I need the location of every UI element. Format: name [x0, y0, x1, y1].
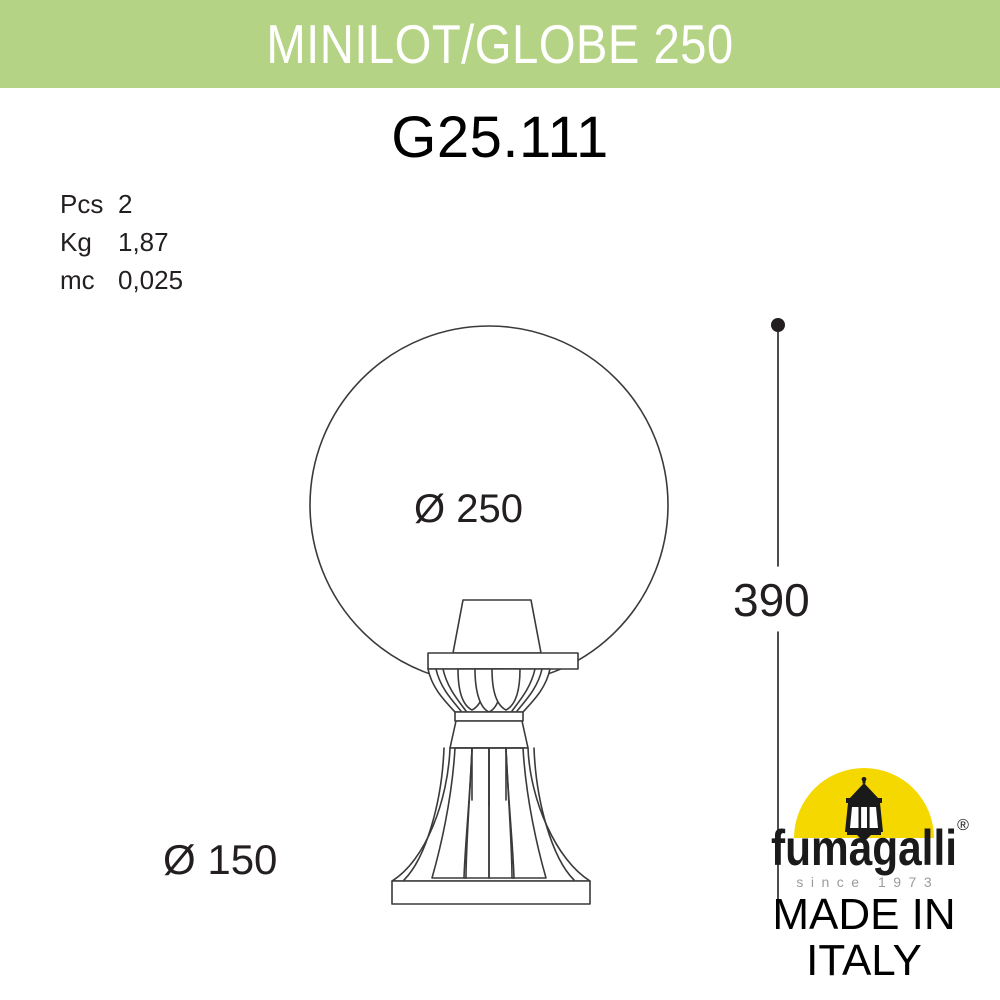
spec-list: Pcs 2 Kg 1,87 mc 0,025: [60, 185, 183, 299]
skirt-petal-outer-left: [431, 747, 473, 879]
capital-contour-left-2: [442, 668, 467, 712]
collar-disc: [427, 652, 579, 670]
capital-petal-left: [457, 668, 487, 711]
capital-contour-left-1: [435, 668, 462, 712]
page-title: MINILOT/GLOBE 250: [266, 13, 734, 75]
skirt-petal-inner-right: [488, 747, 515, 879]
dimension-label-globe-diameter: Ø 250: [414, 487, 523, 531]
header-banner: MINILOT/GLOBE 250: [0, 0, 1000, 88]
logo-wordmark: fumagalli: [771, 820, 957, 876]
spec-row-pcs: Pcs 2: [60, 185, 183, 223]
spec-label-pcs: Pcs: [60, 189, 104, 219]
dimension-line-dot: [771, 318, 785, 332]
skirt-petal-inner-left: [463, 747, 490, 879]
capital-contour-right-1: [516, 668, 543, 712]
spec-value-kg: 1,87: [118, 227, 169, 257]
capital-contour-right-2: [511, 668, 536, 712]
spec-label-kg: Kg: [60, 227, 92, 257]
spec-row-mc: mc 0,025: [60, 261, 183, 299]
lantern-icon: [845, 777, 883, 840]
skirt-contour-left: [403, 747, 445, 881]
dimension-label-total-height: 390: [733, 574, 810, 626]
logo-made-in-italy: MADE IN ITALY: [748, 892, 980, 984]
capital-silhouette: [427, 668, 551, 713]
registered-trademark-icon: ®: [957, 817, 969, 834]
product-code: G25.111: [391, 105, 609, 170]
skirt-silhouette: [391, 747, 591, 882]
fumagalli-logo: fumagalli ® since 1973 MADE IN ITALY: [748, 762, 980, 990]
capital-petal-right: [491, 668, 521, 711]
lamp-neck: [452, 599, 542, 654]
base-plate: [391, 880, 591, 905]
spec-value-mc: 0,025: [118, 265, 184, 295]
spec-row-kg: Kg 1,87: [60, 223, 183, 261]
capital-petal-center: [474, 668, 504, 713]
logo-mark: fumagalli ®: [748, 762, 980, 878]
skirt-contour-right: [533, 747, 575, 881]
spec-label-mc: mc: [60, 265, 95, 295]
capital-band: [454, 711, 524, 722]
dimension-label-base-diameter: Ø 150: [163, 836, 278, 883]
column-shaft: [449, 720, 529, 749]
made-in-line-1: MADE IN: [772, 890, 956, 939]
spec-value-pcs: 2: [118, 189, 133, 219]
logo-tagline-since: since 1973: [796, 874, 940, 890]
made-in-line-2: ITALY: [806, 936, 922, 985]
logo-mark-graphic: fumagalli ®: [771, 768, 969, 876]
skirt-petal-outer-right: [505, 747, 547, 879]
